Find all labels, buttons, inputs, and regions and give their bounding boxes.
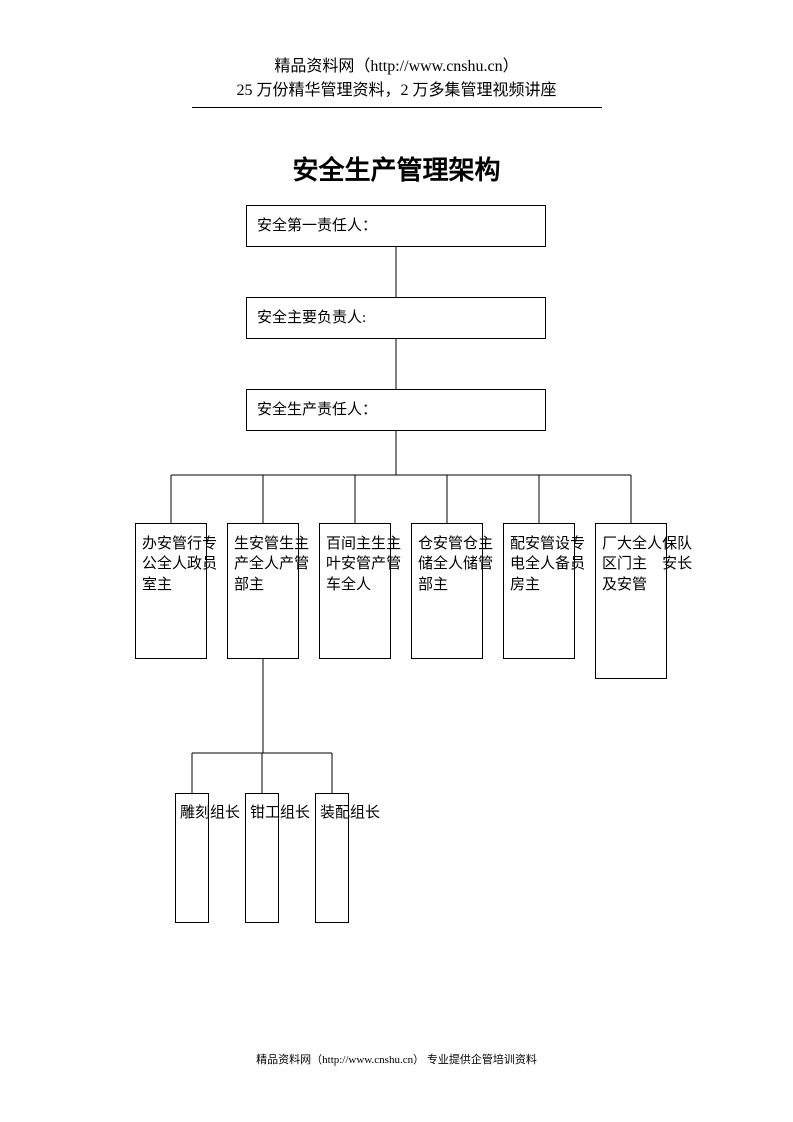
org-sub-s2: 钳工组长 — [245, 793, 279, 923]
header-line-1: 精品资料网（http://www.cnshu.cn） — [0, 55, 793, 79]
org-node-n1: 安全第一责任人： — [246, 205, 546, 247]
org-chart: 安全第一责任人： 安全主要负责人: 安全生产责任人： 办公室安全主管人行政专员生产部安… — [0, 205, 793, 1005]
org-dept-d3: 百叶车间安全主管人生产主管 — [319, 523, 391, 659]
org-sub-s1: 雕刻组长 — [175, 793, 209, 923]
header-rule — [192, 107, 602, 108]
org-sub-s3: 装配组长 — [315, 793, 349, 923]
org-dept-d1: 办公室安全主管人行政专员 — [135, 523, 207, 659]
org-dept-d5: 配电房安全主管人设备专员 — [503, 523, 575, 659]
org-dept-d6: 厂区及大门安全主管人保安队长 — [595, 523, 667, 679]
org-dept-d4: 仓储部安全主管人仓储主管 — [411, 523, 483, 659]
org-dept-d2: 生产部安全主管人生产主管 — [227, 523, 299, 659]
header-line-2: 25 万份精华管理资料，2 万多集管理视频讲座 — [0, 79, 793, 103]
org-node-n3: 安全生产责任人： — [246, 389, 546, 431]
page-title: 安全生产管理架构 — [0, 150, 793, 187]
page-header: 精品资料网（http://www.cnshu.cn） 25 万份精华管理资料，2… — [0, 0, 793, 108]
page-footer: 精品资料网（http://www.cnshu.cn） 专业提供企管培训资料 — [0, 1051, 793, 1067]
org-node-n2: 安全主要负责人: — [246, 297, 546, 339]
